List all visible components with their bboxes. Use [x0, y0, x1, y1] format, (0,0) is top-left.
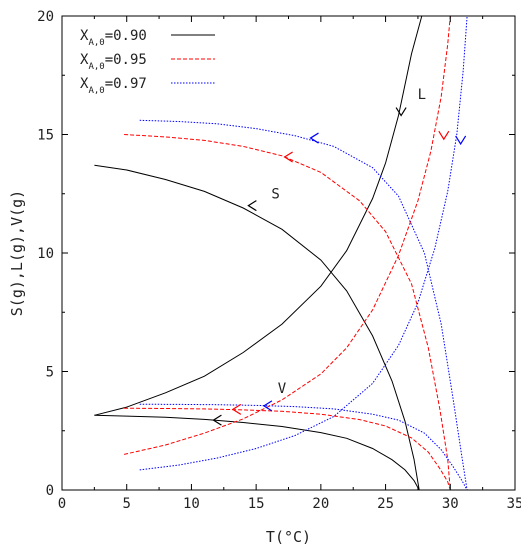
x-tick-label: 0 — [58, 496, 66, 512]
y-tick-label: 20 — [37, 9, 54, 25]
direction-arrow-6 — [262, 400, 273, 412]
direction-arrow-1 — [247, 200, 257, 212]
legend: XA,0=0.90 XA,0=0.95 XA,0=0.97 — [80, 28, 215, 96]
y-tick-label: 15 — [37, 128, 54, 144]
series-line-8 — [139, 403, 468, 490]
direction-arrow-0 — [212, 414, 222, 426]
direction-arrow-3 — [231, 403, 242, 415]
x-tick-label: 5 — [122, 496, 130, 512]
series-line-2 — [94, 414, 420, 490]
x-axis-title: T(°C) — [266, 528, 311, 546]
direction-arrow-7 — [309, 132, 319, 144]
curve-label-S: S — [271, 186, 279, 202]
series-line-1 — [94, 16, 423, 416]
axis-ticks: 0 5 10 15 20 25 30 35 0 5 10 15 20 — [37, 9, 521, 512]
legend-label-2: XA,0=0.97 — [80, 76, 147, 96]
series-line-4 — [123, 16, 451, 455]
x-tick-label: 20 — [312, 496, 329, 512]
series-line-6 — [139, 119, 468, 490]
x-tick-label: 35 — [507, 496, 521, 512]
legend-label-1: XA,0=0.95 — [80, 52, 147, 72]
plot-content: S L V — [94, 16, 468, 490]
series-line-7 — [139, 16, 468, 471]
x-tick-label: 15 — [248, 496, 265, 512]
direction-arrow-5 — [438, 130, 450, 141]
direction-arrow-4 — [283, 151, 293, 163]
x-tick-label: 30 — [442, 496, 459, 512]
y-tick-label: 5 — [46, 365, 54, 381]
series-line-0 — [94, 164, 420, 490]
curve-label-L: L — [418, 87, 426, 103]
legend-label-0: XA,0=0.90 — [80, 28, 147, 48]
series-line-3 — [124, 134, 451, 490]
series-line-5 — [124, 407, 451, 490]
curve-label-V: V — [278, 381, 287, 397]
y-axis-title: S(g),L(g),V(g) — [8, 190, 26, 316]
x-tick-label: 25 — [377, 496, 394, 512]
x-tick-label: 10 — [183, 496, 200, 512]
direction-arrow-8 — [455, 135, 467, 146]
direction-arrow-2 — [395, 107, 407, 117]
y-tick-label: 0 — [46, 483, 54, 499]
y-tick-label: 10 — [37, 246, 54, 262]
